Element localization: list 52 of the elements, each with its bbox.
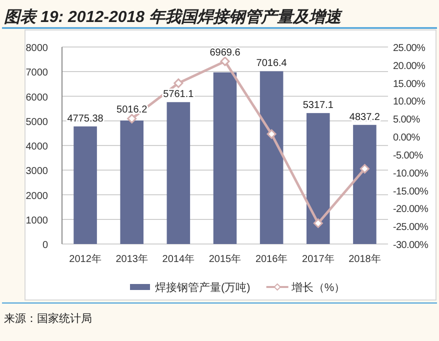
legend-label: 增长（%） — [290, 281, 346, 294]
y2-tick-label: -20.00% — [393, 204, 429, 216]
legend-label: 焊接钢管产量(万吨) — [155, 281, 250, 294]
data-label: 6969.6 — [210, 47, 241, 58]
data-label: 5761.1 — [163, 89, 194, 100]
y-tick-label: 4000 — [26, 142, 48, 152]
x-tick-label: 2017年 — [302, 253, 334, 265]
y-tick-label: 5000 — [26, 116, 48, 128]
x-tick-label: 2016年 — [255, 253, 288, 265]
y2-tick-label: -30.00% — [393, 240, 429, 251]
x-tick-label: 2013年 — [116, 253, 148, 265]
point — [313, 218, 323, 228]
point — [174, 78, 184, 88]
y-tick-label: 3000 — [26, 166, 48, 178]
bar — [74, 126, 97, 244]
y2-tick-label: -25.00% — [393, 222, 429, 234]
bar — [120, 120, 144, 244]
bar — [213, 72, 237, 244]
x-tick-label: 2014年 — [162, 253, 195, 265]
y2-tick-label: -5.00% — [393, 150, 424, 162]
y-tick-label: 6000 — [26, 92, 48, 104]
y2-tick-label: 15.00% — [393, 78, 426, 90]
data-label: 4775.38 — [67, 113, 104, 124]
y2-tick-label: 20.00% — [393, 60, 426, 72]
x-tick-label: 2015年 — [208, 253, 242, 265]
y-tick-label: 2000 — [26, 190, 48, 202]
bar — [260, 71, 284, 244]
source-note: 来源：国家统计局 — [4, 312, 92, 325]
point — [266, 129, 276, 139]
y2-tick-label: 25.00% — [393, 43, 426, 54]
y2-tick-label: -10.00% — [393, 168, 429, 180]
bar — [166, 102, 190, 244]
point — [220, 56, 230, 66]
data-label: 4837.2 — [349, 112, 380, 123]
data-label: 5317.1 — [302, 100, 334, 112]
y-tick-label: 1000 — [26, 215, 48, 226]
y2-tick-label: 5.00% — [393, 114, 420, 126]
y-tick-label: 8000 — [26, 43, 48, 54]
y2-tick-label: -15.00% — [393, 186, 429, 198]
data-label: 7016.4 — [256, 58, 288, 70]
point — [127, 114, 137, 124]
chart-title: 图表 19: 2012-2018 年我国焊接钢管产量及增速 — [4, 8, 343, 26]
point — [360, 164, 370, 174]
bar — [353, 124, 376, 244]
y2-tick-label: 10.00% — [393, 96, 426, 108]
y-tick-label: 7000 — [26, 68, 48, 79]
y-tick-label: 0 — [42, 240, 48, 251]
x-tick-label: 2012年 — [69, 253, 102, 265]
data-label: 5016.2 — [116, 104, 148, 116]
x-tick-label: 2018年 — [348, 253, 381, 265]
y2-tick-label: 0.00% — [393, 132, 420, 144]
bar — [306, 113, 330, 244]
